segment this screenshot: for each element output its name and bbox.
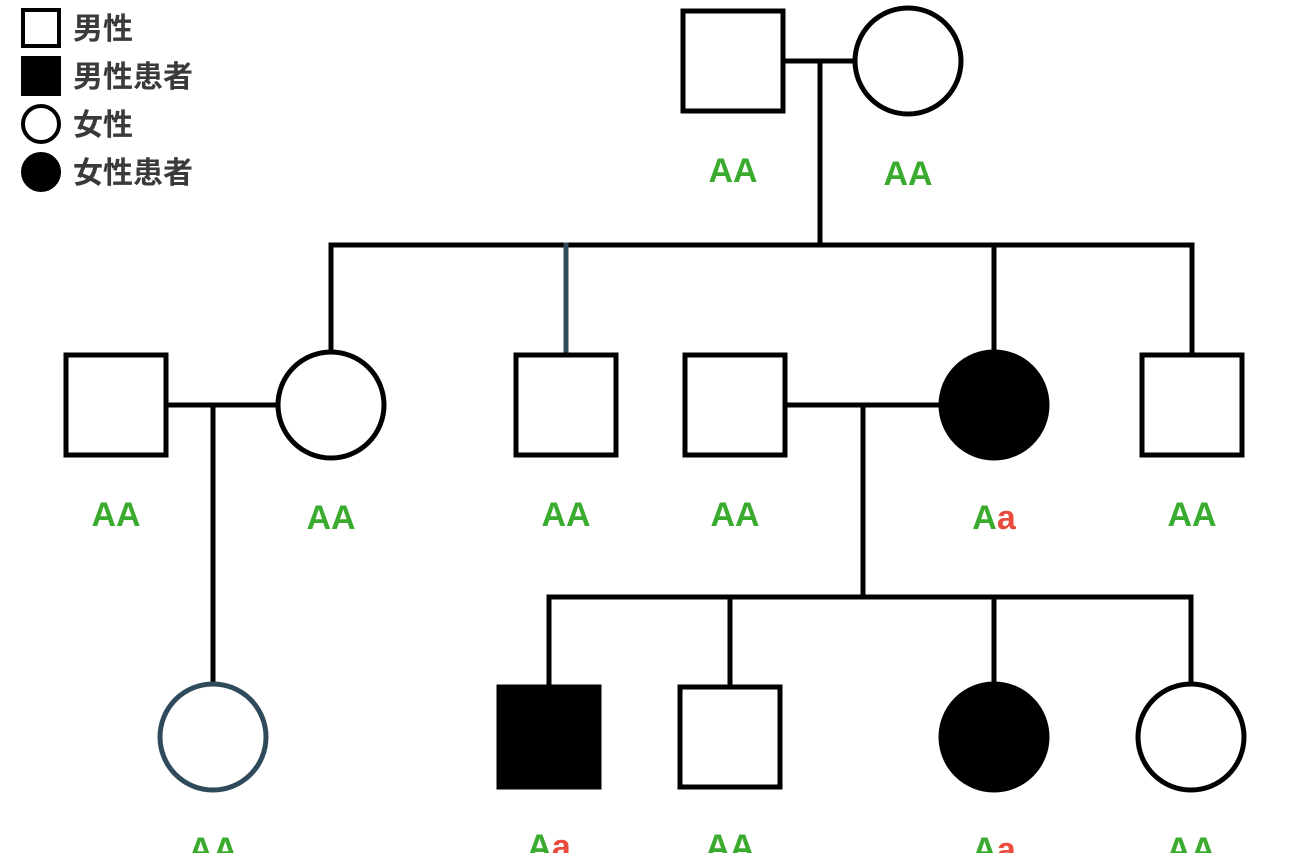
legend-label: 男性患者 (73, 52, 193, 96)
genotype-label: AA (91, 496, 140, 534)
square-icon (23, 10, 59, 46)
female-affected-icon (941, 684, 1047, 790)
genotype-label: AA (188, 831, 237, 853)
genotype-label: AA (1166, 831, 1215, 853)
genotype-label: AA (306, 499, 355, 537)
male-icon (683, 11, 783, 111)
male-icon (685, 355, 785, 455)
pedigree-chart: AA AA AA AA AA AA Aa AA AA Aa AA Aa AA 男性男性患者女性女性患者 (0, 0, 1311, 853)
genotype-label: Aa (972, 499, 1017, 537)
male-affected-icon (499, 687, 599, 787)
legend-label: 女性 (73, 100, 133, 144)
circle-icon (23, 106, 59, 142)
genotype-label: AA (883, 155, 932, 193)
nodes: AA AA AA AA AA AA Aa AA AA Aa AA Aa AA (66, 8, 1244, 853)
genotype-label: Aa (972, 831, 1017, 853)
female-icon (855, 8, 961, 114)
male-icon (66, 355, 166, 455)
female-icon (278, 352, 384, 458)
genotype-label: AA (1167, 496, 1216, 534)
legend: 男性男性患者女性女性患者 (23, 4, 193, 192)
male-icon (1142, 355, 1242, 455)
legend-label: 男性 (73, 4, 133, 48)
genotype-label: AA (708, 152, 757, 190)
male-icon (680, 687, 780, 787)
square-filled-icon (23, 58, 59, 94)
genotype-label: Aa (527, 828, 572, 853)
female-icon (160, 684, 266, 790)
genotype-label: AA (705, 828, 754, 853)
male-icon (516, 355, 616, 455)
legend-label: 女性患者 (73, 148, 193, 192)
female-affected-icon (941, 352, 1047, 458)
genotype-label: AA (541, 496, 590, 534)
female-icon (1138, 684, 1244, 790)
circle-filled-icon (23, 154, 59, 190)
genotype-label: AA (710, 496, 759, 534)
